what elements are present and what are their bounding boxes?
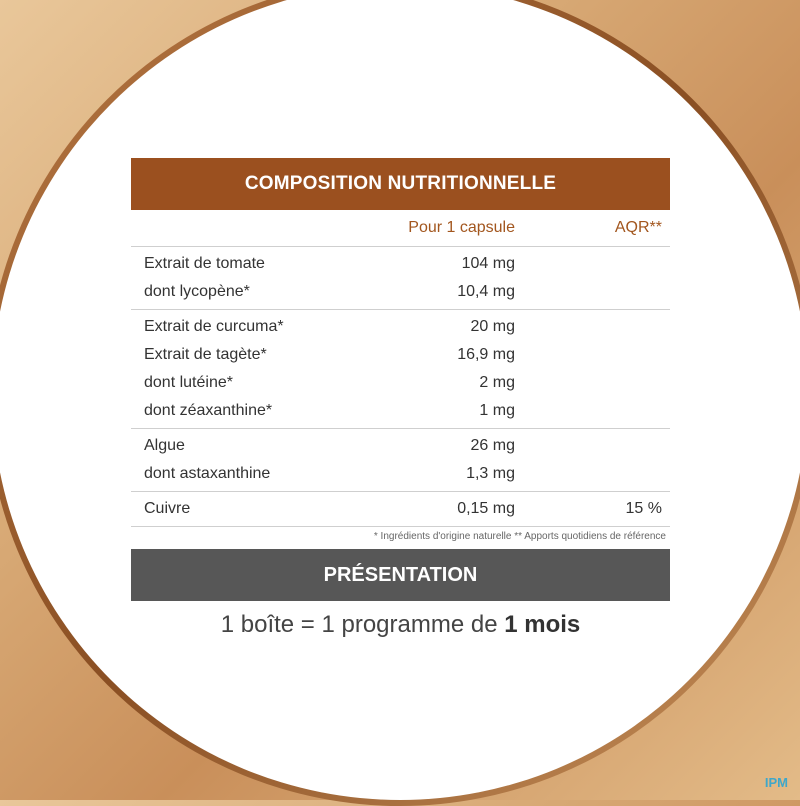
ingredient-amount: 0,15 mg	[457, 500, 515, 517]
ingredient-name: dont zéaxanthine*	[144, 402, 273, 419]
ingredient-amount: 16,9 mg	[457, 346, 515, 363]
column-header: Pour 1 capsule AQR**	[131, 210, 670, 247]
table-group: Algue 26 mg dont astaxanthine 1,3 mg	[131, 429, 670, 492]
table-group: Cuivre 0,15 mg 15 %	[131, 492, 670, 527]
ingredient-name: Cuivre	[144, 500, 191, 517]
presentation-prefix: 1 boîte = 1 programme de	[220, 611, 505, 638]
table-row: dont astaxanthine 1,3 mg	[131, 460, 670, 488]
presentation-duration: 1 mois	[504, 611, 581, 638]
ingredient-name: dont astaxanthine	[144, 465, 271, 482]
nutrition-table: Extrait de tomate 104 mg dont lycopène* 10,…	[131, 247, 670, 527]
footnote: * Ingrédients d'origine naturelle ** App…	[373, 531, 666, 542]
ingredient-name: dont lutéine*	[144, 374, 233, 391]
table-group: Extrait de curcuma* 20 mg Extrait de tagèt…	[131, 310, 670, 429]
ingredient-amount: 2 mg	[479, 374, 515, 391]
ingredient-amount: 20 mg	[470, 318, 515, 335]
ipm-logo: IPM	[764, 775, 788, 790]
table-row: Algue 26 mg	[131, 432, 670, 460]
table-row: dont lycopène* 10,4 mg	[131, 278, 670, 306]
table-row: Extrait de tomate 104 mg	[131, 250, 670, 278]
ingredient-amount: 104 mg	[461, 255, 515, 272]
table-row: Extrait de curcuma* 20 mg	[131, 313, 670, 341]
ingredient-name: Algue	[144, 437, 185, 454]
nutrition-card: COMPOSITION NUTRITIONNELLE Pour 1 capsul…	[131, 158, 670, 639]
ingredient-aqr: 15 %	[625, 500, 662, 517]
presentation-text: 1 boîte = 1 programme de 1 mois	[131, 611, 670, 639]
column-per-capsule: Pour 1 capsule	[408, 219, 515, 236]
ingredient-amount: 1 mg	[479, 402, 515, 419]
ingredient-amount: 10,4 mg	[457, 283, 515, 300]
ingredient-name: Extrait de tagète*	[144, 346, 267, 363]
column-aqr: AQR**	[614, 219, 662, 236]
ingredient-name: Extrait de tomate	[144, 255, 265, 272]
ingredient-name: dont lycopène*	[144, 283, 250, 300]
composition-title: COMPOSITION NUTRITIONNELLE	[131, 158, 670, 210]
ingredient-amount: 1,3 mg	[466, 465, 515, 482]
ingredient-name: Extrait de curcuma*	[144, 318, 284, 335]
table-row: Extrait de tagète* 16,9 mg	[131, 341, 670, 369]
table-group: Extrait de tomate 104 mg dont lycopène* 10,…	[131, 247, 670, 310]
table-row: dont zéaxanthine* 1 mg	[131, 397, 670, 425]
presentation-title: PRÉSENTATION	[131, 549, 670, 601]
table-row: dont lutéine* 2 mg	[131, 369, 670, 397]
table-row: Cuivre 0,15 mg 15 %	[131, 495, 670, 523]
ingredient-amount: 26 mg	[470, 437, 515, 454]
